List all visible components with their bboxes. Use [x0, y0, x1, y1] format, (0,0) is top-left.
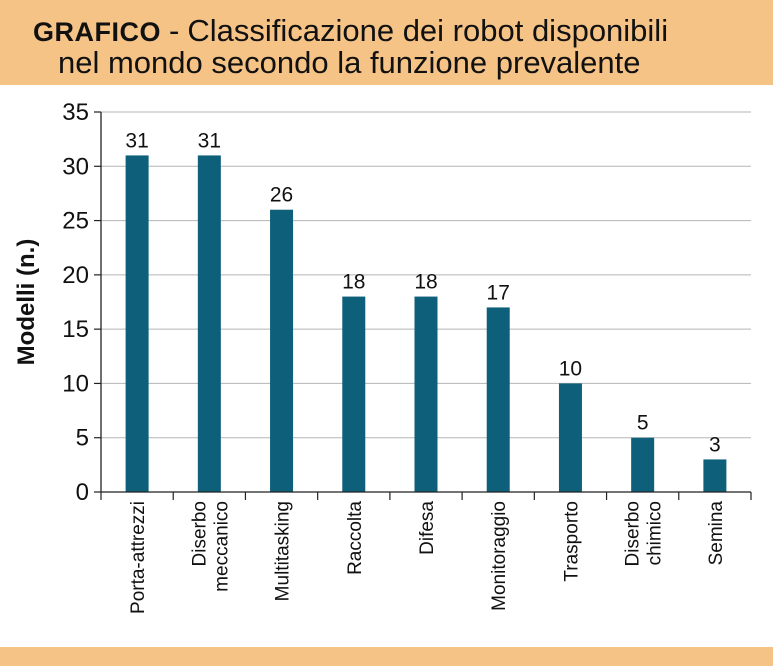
category-label: Monitoraggio — [489, 501, 510, 611]
bar-value-label: 18 — [414, 271, 437, 294]
chart-title-text: Classificazione dei robot disponibili — [187, 13, 669, 48]
chart-header: GRAFICO - Classificazione dei robot dispon… — [0, 0, 773, 85]
y-tick-label: 10 — [62, 370, 89, 397]
axes — [94, 111, 752, 500]
bar — [486, 307, 510, 492]
bar — [558, 383, 582, 492]
bar — [631, 437, 655, 492]
category-label: Semina — [706, 501, 727, 566]
y-tick-label: 25 — [62, 208, 89, 235]
category-label: Trasporto — [561, 501, 582, 582]
y-tick-label: 15 — [62, 316, 89, 343]
chart-tag: GRAFICO — [33, 17, 161, 47]
y-tick-label: 20 — [62, 262, 89, 289]
title-separator: - — [169, 13, 180, 48]
bar-value-label: 17 — [487, 281, 510, 304]
bar — [703, 459, 727, 492]
chart-footer — [0, 647, 773, 666]
bar — [125, 155, 149, 492]
category-label: Difesa — [417, 501, 438, 555]
chart-title-line-2: nel mondo secondo la funzione prevalente — [58, 45, 641, 80]
bar-value-label: 31 — [125, 129, 148, 152]
bar — [197, 155, 221, 492]
category-label: chimico — [645, 501, 666, 565]
y-tick-label: 0 — [76, 479, 89, 506]
bar-value-label: 3 — [709, 433, 721, 456]
bar — [270, 209, 294, 492]
bar — [414, 296, 438, 492]
y-tick-label: 35 — [62, 99, 89, 126]
bar-value-label: 31 — [198, 129, 221, 152]
bar — [342, 296, 366, 492]
category-label: meccanico — [211, 501, 232, 592]
bar-value-label: 18 — [342, 271, 365, 294]
chart-title-line-1: GRAFICO - Classificazione dei robot dispon… — [33, 15, 668, 46]
category-label: Diserbo — [189, 501, 210, 566]
y-axis-title: Modelli (n.) — [13, 239, 40, 366]
category-label: Multitasking — [273, 501, 294, 601]
y-tick-label: 5 — [76, 425, 89, 452]
category-label: Porta-attrezzi — [128, 501, 149, 614]
y-tick-label: 30 — [62, 153, 89, 180]
bars — [125, 155, 727, 492]
bar-value-label: 5 — [637, 412, 649, 435]
bar-value-label: 26 — [270, 184, 293, 207]
category-label: Diserbo — [623, 501, 644, 566]
bar-value-label: 10 — [559, 357, 582, 380]
category-label: Raccolta — [345, 501, 366, 575]
